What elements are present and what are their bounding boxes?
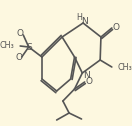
Text: H: H <box>76 13 82 23</box>
Text: N: N <box>81 18 88 26</box>
Text: O: O <box>15 54 22 62</box>
Text: O: O <box>85 77 92 87</box>
Text: O: O <box>112 23 119 32</box>
Text: N: N <box>83 71 89 80</box>
Text: O: O <box>17 29 24 39</box>
Text: CH₃: CH₃ <box>0 41 15 51</box>
Text: CH₃: CH₃ <box>117 62 132 71</box>
Text: S: S <box>27 43 32 53</box>
